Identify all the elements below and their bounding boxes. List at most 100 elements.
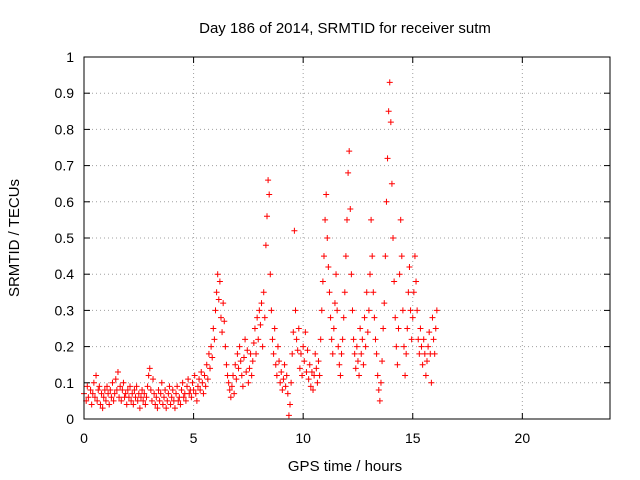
data-point [199, 379, 206, 386]
y-tick-label: 0.7 [55, 158, 75, 174]
data-point [120, 379, 127, 386]
data-point [296, 365, 303, 372]
data-point [395, 325, 402, 332]
data-point [106, 401, 113, 408]
data-point [237, 358, 244, 365]
data-point [267, 271, 274, 278]
data-point [192, 390, 199, 397]
data-point [350, 336, 357, 343]
data-point [387, 119, 394, 126]
data-point [284, 390, 291, 397]
data-point [294, 347, 301, 354]
data-point [197, 387, 204, 394]
data-point [230, 372, 237, 379]
data-point [135, 390, 142, 397]
data-point [109, 379, 116, 386]
data-point [159, 401, 166, 408]
data-point [171, 405, 178, 412]
data-point [280, 376, 287, 383]
data-point [97, 401, 104, 408]
data-point [160, 394, 167, 401]
data-point [342, 253, 349, 260]
data-point [266, 191, 273, 198]
data-point [405, 289, 412, 296]
x-tick-label: 10 [295, 430, 311, 446]
data-point [131, 387, 138, 394]
data-point [143, 394, 150, 401]
data-point [123, 401, 130, 408]
data-point [225, 379, 232, 386]
data-point [127, 383, 134, 390]
data-point [429, 314, 436, 321]
data-point [101, 387, 108, 394]
data-point [270, 350, 277, 357]
data-point [328, 336, 335, 343]
data-point [340, 314, 347, 321]
data-point [180, 394, 187, 401]
data-point [383, 198, 390, 205]
data-point [426, 329, 433, 336]
data-point [116, 394, 123, 401]
x-tick-label: 20 [515, 430, 531, 446]
data-point [248, 372, 255, 379]
axis-ticks [83, 56, 610, 420]
data-point [137, 394, 144, 401]
data-point [313, 365, 320, 372]
data-point [295, 325, 302, 332]
y-tick-label: 0.1 [55, 375, 75, 391]
data-point [94, 397, 101, 404]
data-point [174, 383, 181, 390]
x-tick-label: 15 [405, 430, 421, 446]
data-point [217, 314, 224, 321]
data-point [392, 314, 399, 321]
data-point [372, 336, 379, 343]
data-point [386, 79, 393, 86]
data-point [377, 379, 384, 386]
data-point [287, 401, 294, 408]
data-point [347, 206, 354, 213]
data-point [154, 405, 161, 412]
x-tick-label: 5 [190, 430, 198, 446]
data-point [289, 350, 296, 357]
data-point [163, 405, 170, 412]
data-point [283, 372, 290, 379]
data-point [300, 343, 307, 350]
data-point [316, 372, 323, 379]
data-point [400, 343, 407, 350]
data-point [203, 361, 210, 368]
chart-title: Day 186 of 2014, SRMTID for receiver sut… [199, 20, 491, 37]
data-point [390, 235, 397, 241]
data-point [409, 314, 416, 321]
data-point [110, 397, 117, 404]
data-point [196, 376, 203, 383]
data-point [363, 289, 370, 296]
data-point [361, 314, 368, 321]
x-axis-label: GPS time / hours [288, 458, 402, 475]
data-point [297, 350, 304, 357]
y-tick-label: 0.2 [55, 339, 75, 355]
data-point [307, 383, 314, 390]
data-point [242, 336, 249, 343]
data-point [186, 390, 193, 397]
data-point [200, 390, 207, 397]
data-point [359, 336, 366, 343]
data-point [130, 401, 137, 408]
data-point [169, 387, 176, 394]
data-point [317, 336, 324, 343]
data-point [107, 387, 114, 394]
data-point [134, 397, 141, 404]
data-point [272, 361, 279, 368]
data-point [385, 108, 392, 115]
data-point [178, 387, 185, 394]
data-point [381, 300, 388, 307]
data-point [223, 361, 230, 368]
data-point [118, 397, 125, 404]
data-point [310, 387, 317, 394]
data-point [339, 336, 346, 343]
data-point [373, 350, 380, 357]
data-point [433, 307, 440, 314]
data-point [247, 350, 254, 357]
data-point [304, 347, 311, 354]
data-point [388, 180, 395, 187]
data-point [367, 271, 374, 278]
